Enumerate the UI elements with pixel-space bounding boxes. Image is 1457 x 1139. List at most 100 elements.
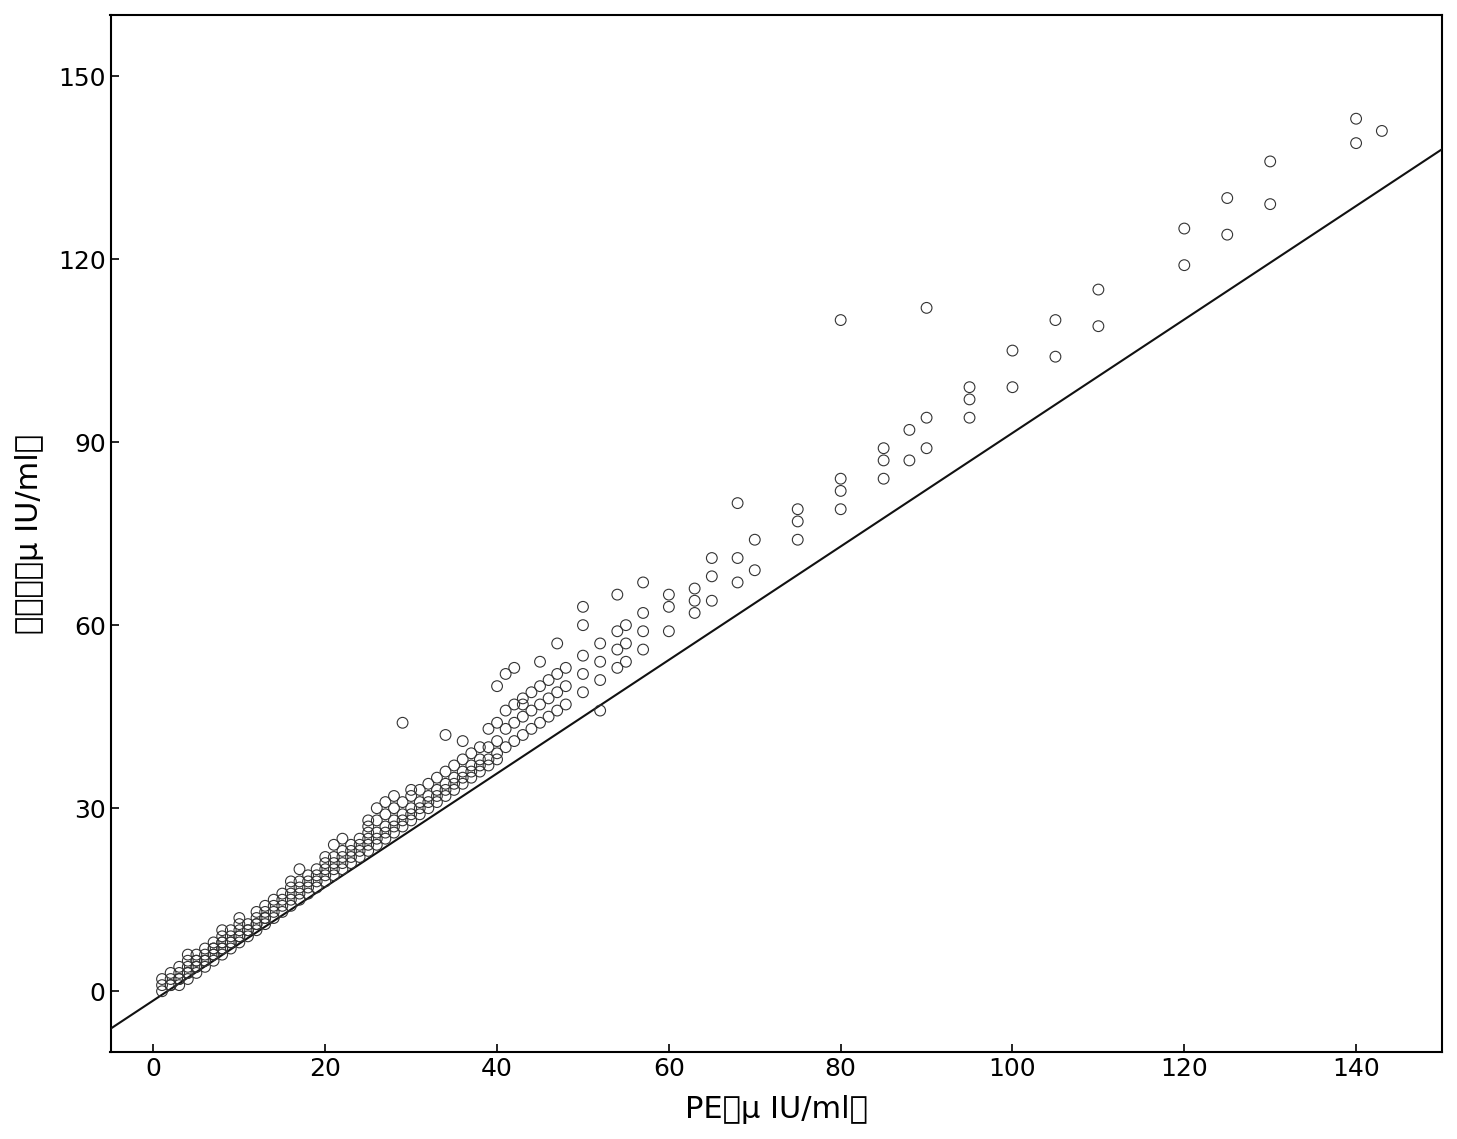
Point	[898, 451, 921, 469]
Point	[313, 847, 337, 866]
Point	[254, 915, 277, 933]
Point	[366, 823, 389, 842]
Point	[210, 940, 233, 958]
Point	[468, 738, 491, 756]
Point	[305, 860, 328, 878]
Point	[245, 903, 268, 921]
Point	[245, 915, 268, 933]
Point	[1345, 134, 1368, 153]
Point	[305, 878, 328, 896]
Point	[538, 707, 561, 726]
Point	[390, 714, 414, 732]
Point	[606, 640, 629, 658]
Point	[452, 775, 475, 793]
Point	[829, 482, 852, 500]
Point	[399, 780, 423, 798]
Point	[589, 653, 612, 671]
Point	[399, 787, 423, 805]
Point	[571, 598, 594, 616]
Point	[606, 658, 629, 677]
Point	[219, 927, 242, 945]
Point	[194, 951, 217, 969]
Point	[210, 921, 233, 940]
Point	[185, 958, 208, 976]
Point	[452, 762, 475, 780]
Point	[280, 885, 303, 903]
X-axis label: PE（μ IU/ml）: PE（μ IU/ml）	[685, 1095, 868, 1124]
Point	[382, 823, 405, 842]
Point	[459, 756, 482, 775]
Point	[245, 909, 268, 927]
Point	[194, 951, 217, 969]
Point	[280, 891, 303, 909]
Point	[476, 756, 500, 775]
Point	[357, 823, 380, 842]
Point	[898, 420, 921, 439]
Point	[159, 970, 182, 989]
Point	[210, 945, 233, 964]
Point	[176, 958, 200, 976]
Point	[459, 744, 482, 762]
Point	[538, 671, 561, 689]
Point	[915, 409, 938, 427]
Point	[399, 811, 423, 829]
Point	[236, 927, 259, 945]
Point	[615, 634, 638, 653]
Point	[1370, 122, 1393, 140]
Point	[185, 964, 208, 982]
Point	[485, 744, 508, 762]
Point	[434, 762, 457, 780]
Point	[382, 818, 405, 836]
Point	[459, 769, 482, 787]
Point	[589, 671, 612, 689]
Point	[503, 695, 526, 713]
Point	[787, 531, 810, 549]
Point	[331, 829, 354, 847]
Point	[390, 793, 414, 811]
Point	[366, 836, 389, 854]
Point	[443, 769, 466, 787]
Point	[589, 634, 612, 653]
Point	[434, 726, 457, 744]
Point	[305, 866, 328, 884]
Point	[683, 580, 707, 598]
Point	[829, 500, 852, 518]
Point	[1215, 226, 1238, 244]
Point	[554, 677, 577, 695]
Point	[322, 854, 345, 872]
Point	[417, 775, 440, 793]
Point	[571, 616, 594, 634]
Point	[443, 756, 466, 775]
Point	[417, 800, 440, 818]
Point	[374, 818, 398, 836]
Point	[615, 616, 638, 634]
Point	[701, 549, 724, 567]
Point	[511, 689, 535, 707]
Point	[331, 847, 354, 866]
Point	[701, 591, 724, 609]
Point	[185, 951, 208, 969]
Point	[203, 940, 226, 958]
Point	[296, 878, 319, 896]
Point	[571, 683, 594, 702]
Point	[390, 805, 414, 823]
Point	[503, 658, 526, 677]
Point	[374, 823, 398, 842]
Point	[288, 872, 312, 891]
Point	[1259, 195, 1282, 213]
Point	[254, 903, 277, 921]
Point	[631, 573, 654, 591]
Point	[150, 970, 173, 989]
Point	[296, 872, 319, 891]
Point	[236, 921, 259, 940]
Point	[871, 469, 895, 487]
Point	[357, 818, 380, 836]
Point	[631, 604, 654, 622]
Point	[425, 769, 449, 787]
Point	[374, 829, 398, 847]
Point	[787, 513, 810, 531]
Point	[280, 878, 303, 896]
Point	[503, 732, 526, 751]
Point	[210, 933, 233, 951]
Point	[357, 836, 380, 854]
